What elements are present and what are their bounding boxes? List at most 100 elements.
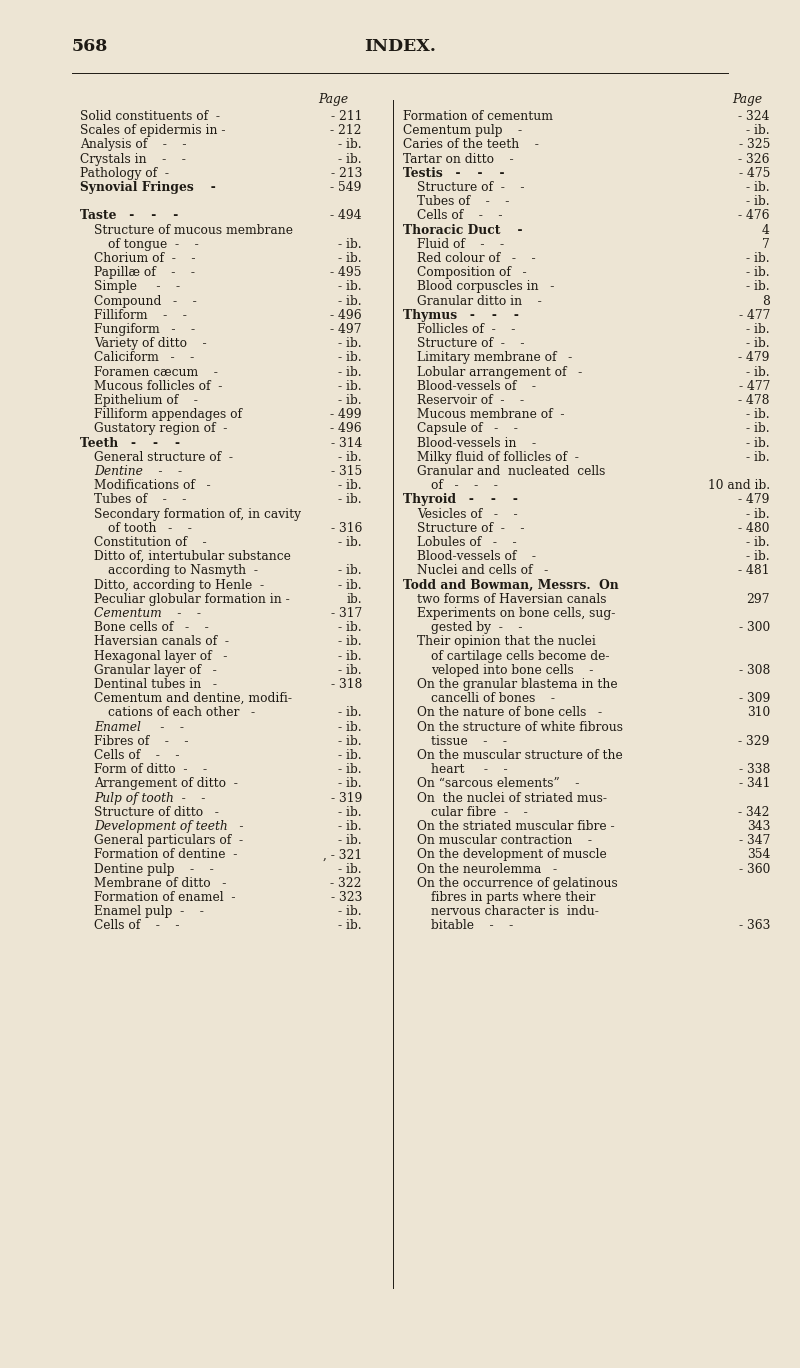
Text: Blood-vessels of    -: Blood-vessels of -	[417, 550, 536, 564]
Text: Caries of the teeth    -: Caries of the teeth -	[403, 138, 539, 152]
Text: - 338: - 338	[738, 763, 770, 776]
Text: - ib.: - ib.	[338, 238, 362, 250]
Text: Hexagonal layer of   -: Hexagonal layer of -	[94, 650, 227, 662]
Text: - 315: - 315	[330, 465, 362, 477]
Text: Analysis of    -    -: Analysis of - -	[80, 138, 186, 152]
Text: - 300: - 300	[738, 621, 770, 635]
Text: - ib.: - ib.	[338, 735, 362, 748]
Text: cular fibre  -    -: cular fibre - -	[431, 806, 528, 819]
Text: Thoracic Duct    -: Thoracic Duct -	[403, 223, 522, 237]
Text: Formation of dentine  -: Formation of dentine -	[94, 848, 238, 862]
Text: Cells of    -    -: Cells of - -	[94, 750, 179, 762]
Text: gested by  -    -: gested by - -	[431, 621, 522, 635]
Text: 354: 354	[746, 848, 770, 862]
Text: - 341: - 341	[738, 777, 770, 791]
Text: INDEX.: INDEX.	[364, 38, 436, 55]
Text: - ib.: - ib.	[746, 196, 770, 208]
Text: - ib.: - ib.	[746, 550, 770, 564]
Text: Structure of  -    -: Structure of - -	[417, 181, 525, 194]
Text: tissue    -    -: tissue - -	[431, 735, 507, 748]
Text: Nuclei and cells of   -: Nuclei and cells of -	[417, 565, 548, 577]
Text: - 347: - 347	[738, 834, 770, 847]
Text: Granular and  nucleated  cells: Granular and nucleated cells	[417, 465, 606, 477]
Text: - ib.: - ib.	[746, 124, 770, 137]
Text: heart     -    -: heart - -	[431, 763, 508, 776]
Text: - 326: - 326	[738, 153, 770, 166]
Text: - ib.: - ib.	[338, 380, 362, 393]
Text: - ib.: - ib.	[338, 536, 362, 549]
Text: On the neurolemma   -: On the neurolemma -	[417, 863, 557, 876]
Text: Limitary membrane of   -: Limitary membrane of -	[417, 352, 572, 364]
Text: Foramen cæcum    -: Foramen cæcum -	[94, 365, 218, 379]
Text: Dentine pulp    -    -: Dentine pulp - -	[94, 863, 214, 876]
Text: - ib.: - ib.	[746, 267, 770, 279]
Text: ib.: ib.	[346, 592, 362, 606]
Text: Dentine    -    -: Dentine - -	[94, 465, 182, 477]
Text: Haversian canals of  -: Haversian canals of -	[94, 635, 229, 648]
Text: - ib.: - ib.	[338, 280, 362, 293]
Text: Testis   -    -    -: Testis - - -	[403, 167, 505, 179]
Text: - 475: - 475	[738, 167, 770, 179]
Text: Variety of ditto    -: Variety of ditto -	[94, 337, 206, 350]
Text: - ib.: - ib.	[338, 337, 362, 350]
Text: On the striated muscular fibre -: On the striated muscular fibre -	[417, 819, 614, 833]
Text: Crystals in    -    -: Crystals in - -	[80, 153, 186, 166]
Text: Lobules of   -    -: Lobules of - -	[417, 536, 517, 549]
Text: Secondary formation of, in cavity: Secondary formation of, in cavity	[94, 508, 301, 521]
Text: Synovial Fringes    -: Synovial Fringes -	[80, 181, 216, 194]
Text: Thymus   -    -    -: Thymus - - -	[403, 309, 519, 321]
Text: Taste   -    -    -: Taste - - -	[80, 209, 178, 223]
Text: - ib.: - ib.	[338, 721, 362, 733]
Text: Scales of epidermis in -: Scales of epidermis in -	[80, 124, 226, 137]
Text: Follicles of  -    -: Follicles of - -	[417, 323, 515, 337]
Text: - ib.: - ib.	[338, 365, 362, 379]
Text: - ib.: - ib.	[338, 252, 362, 265]
Text: - 329: - 329	[738, 735, 770, 748]
Text: - 323: - 323	[330, 891, 362, 904]
Text: Lobular arrangement of   -: Lobular arrangement of -	[417, 365, 582, 379]
Text: Page: Page	[318, 93, 348, 105]
Text: - ib.: - ib.	[338, 919, 362, 933]
Text: - ib.: - ib.	[338, 834, 362, 847]
Text: Fluid of    -    -: Fluid of - -	[417, 238, 504, 250]
Text: - 325: - 325	[738, 138, 770, 152]
Text: General particulars of  -: General particulars of -	[94, 834, 243, 847]
Text: On “sarcous elements”    -: On “sarcous elements” -	[417, 777, 579, 791]
Text: - 496: - 496	[330, 309, 362, 321]
Text: bitable    -    -: bitable - -	[431, 919, 514, 933]
Text: - 309: - 309	[738, 692, 770, 705]
Text: 310: 310	[746, 706, 770, 720]
Text: - ib.: - ib.	[338, 635, 362, 648]
Text: - ib.: - ib.	[746, 252, 770, 265]
Text: of   -    -    -: of - - -	[431, 479, 498, 492]
Text: 297: 297	[746, 592, 770, 606]
Text: - 478: - 478	[738, 394, 770, 408]
Text: - 342: - 342	[738, 806, 770, 819]
Text: - 314: - 314	[330, 436, 362, 450]
Text: 10 and ib.: 10 and ib.	[708, 479, 770, 492]
Text: Structure of ditto   -: Structure of ditto -	[94, 806, 219, 819]
Text: Arrangement of ditto  -: Arrangement of ditto -	[94, 777, 238, 791]
Text: Tubes of    -    -: Tubes of - -	[94, 494, 186, 506]
Text: Capsule of   -    -: Capsule of - -	[417, 423, 518, 435]
Text: Formation of enamel  -: Formation of enamel -	[94, 891, 235, 904]
Text: Cementum pulp    -: Cementum pulp -	[403, 124, 522, 137]
Text: - ib.: - ib.	[338, 138, 362, 152]
Text: Tartar on ditto    -: Tartar on ditto -	[403, 153, 514, 166]
Text: Granular layer of   -: Granular layer of -	[94, 663, 217, 677]
Text: - ib.: - ib.	[338, 750, 362, 762]
Text: Cementum    -    -: Cementum - -	[94, 607, 201, 620]
Text: - ib.: - ib.	[338, 621, 362, 635]
Text: Structure of mucous membrane: Structure of mucous membrane	[94, 223, 293, 237]
Text: - ib.: - ib.	[746, 323, 770, 337]
Text: On muscular contraction    -: On muscular contraction -	[417, 834, 592, 847]
Text: - 211: - 211	[330, 109, 362, 123]
Text: Membrane of ditto   -: Membrane of ditto -	[94, 877, 226, 889]
Text: Cells of    -    -: Cells of - -	[94, 919, 179, 933]
Text: Bone cells of   -    -: Bone cells of - -	[94, 621, 209, 635]
Text: Papillæ of    -    -: Papillæ of - -	[94, 267, 195, 279]
Text: Form of ditto  -    -: Form of ditto - -	[94, 763, 207, 776]
Text: Formation of cementum: Formation of cementum	[403, 109, 553, 123]
Text: - 316: - 316	[330, 521, 362, 535]
Text: Cells of    -    -: Cells of - -	[417, 209, 502, 223]
